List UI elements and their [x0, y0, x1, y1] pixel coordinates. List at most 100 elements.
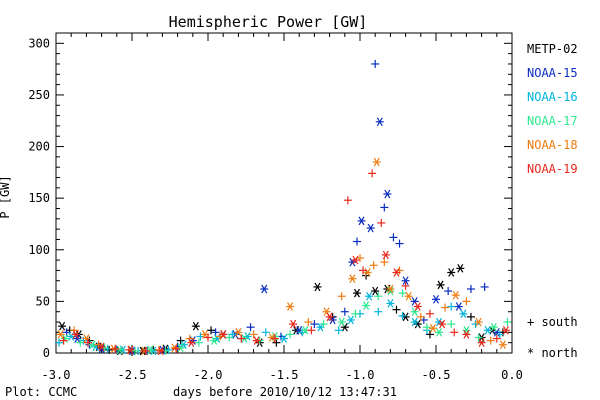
star-stroke-d2 [484, 325, 491, 335]
data-point-north [383, 189, 392, 199]
data-point-south [462, 297, 471, 306]
star-stroke-d2 [347, 315, 354, 325]
star-stroke-d2 [402, 276, 409, 286]
data-point-south [480, 282, 489, 291]
data-point-south [246, 323, 255, 332]
data-point-north [357, 216, 366, 226]
series-metp-02 [58, 264, 507, 356]
data-point-south [374, 292, 383, 301]
data-point-north [451, 290, 460, 300]
y-axis-label: P [GW] [0, 175, 12, 218]
data-point-north [474, 317, 483, 327]
star-stroke-d2 [432, 295, 440, 304]
star-stroke-d2 [349, 274, 356, 283]
data-point-south [474, 333, 483, 342]
data-point-north [56, 330, 65, 339]
series-noaa-18 [56, 157, 507, 356]
data-point-north [61, 334, 70, 343]
star-stroke-d2 [74, 334, 81, 343]
data-point-north [404, 291, 413, 301]
star-stroke-d2 [268, 333, 275, 342]
star-stroke-d2 [98, 344, 105, 354]
data-point-north [352, 288, 361, 298]
data-point-north [483, 325, 492, 335]
star-stroke-d2 [387, 299, 394, 308]
y-tick-label: 200 [28, 140, 50, 154]
data-point-south [425, 330, 434, 339]
data-point-south [59, 336, 68, 345]
data-point-south [466, 285, 475, 293]
star-stroke-d2 [314, 282, 321, 292]
star-stroke-d2 [147, 345, 154, 355]
data-point-north [187, 338, 196, 347]
legend-group: METP-02 NOAA-15 NOAA-16 NOAA-17 NOAA-18 NOAA-… [527, 42, 578, 360]
star-stroke-d2 [192, 321, 199, 331]
y-tick-label: 100 [28, 243, 50, 257]
legend-entry-metp-02: METP-02 [527, 42, 578, 56]
data-point-north [322, 307, 331, 317]
star-stroke-d2 [57, 330, 64, 339]
star-stroke-d2 [150, 346, 157, 356]
x-tick-label: -0.5 [422, 368, 451, 382]
star-stroke-d2 [460, 309, 467, 319]
data-point-north [372, 157, 381, 167]
data-point-north [454, 302, 463, 311]
data-point-north [386, 284, 395, 294]
star-stroke-d2 [463, 330, 470, 339]
data-point-north [386, 299, 395, 308]
star-stroke-d2 [393, 268, 400, 277]
marker-legend-plus: + south [527, 315, 578, 329]
data-point-north [351, 255, 360, 265]
data-point-south [343, 196, 352, 205]
star-stroke-d2 [59, 321, 66, 331]
axes-group: -3.0 -2.5 -2.0 -1.5 -1.0 -0.5 0.0 0 50 100 150 200 2… [28, 32, 523, 382]
data-point-north [286, 302, 295, 311]
y-tick-label: 250 [28, 88, 50, 102]
star-stroke-d2 [92, 342, 99, 352]
data-point-north [348, 257, 357, 267]
data-point-south [392, 305, 401, 314]
data-point-north [413, 319, 422, 329]
y-tick-label: 0 [43, 346, 50, 360]
star-stroke-d2 [372, 286, 379, 296]
star-stroke-d2 [457, 264, 464, 273]
data-point-south [425, 309, 434, 318]
data-point-north [435, 317, 444, 327]
plot-frame [55, 32, 513, 354]
data-point-south [310, 320, 319, 329]
star-stroke-d2 [177, 343, 184, 353]
data-point-north [489, 322, 498, 332]
data-point-north [97, 342, 106, 352]
data-point-south [416, 312, 425, 321]
star-stroke-d2 [352, 255, 359, 265]
star-stroke-d2 [157, 346, 164, 356]
data-point-north [313, 282, 322, 292]
star-stroke-d2 [83, 334, 90, 343]
data-point-north [447, 268, 456, 277]
data-point-south [298, 328, 307, 337]
data-point-south [374, 307, 383, 316]
data-point-north [191, 321, 200, 331]
star-stroke-d2 [448, 268, 455, 277]
star-stroke-d2 [98, 342, 105, 352]
data-point-north [386, 286, 395, 296]
star-stroke-d2 [373, 157, 380, 167]
data-point-north [501, 325, 510, 335]
star-stroke-d2 [367, 223, 374, 233]
data-point-south [422, 323, 431, 332]
data-point-south [105, 345, 114, 354]
star-stroke-d2 [387, 286, 394, 296]
star-stroke-d2 [429, 323, 436, 333]
data-point-south [94, 340, 103, 349]
data-point-north [428, 323, 437, 333]
star-stroke-d2 [411, 297, 418, 306]
data-point-north [436, 280, 445, 290]
data-point-south [371, 59, 380, 68]
star-stroke-d2 [490, 322, 497, 332]
data-point-south [351, 309, 360, 318]
data-point-north [58, 321, 67, 331]
y-tick-label: 300 [28, 36, 50, 50]
data-point-north [362, 301, 371, 310]
data-point-south [380, 203, 389, 212]
